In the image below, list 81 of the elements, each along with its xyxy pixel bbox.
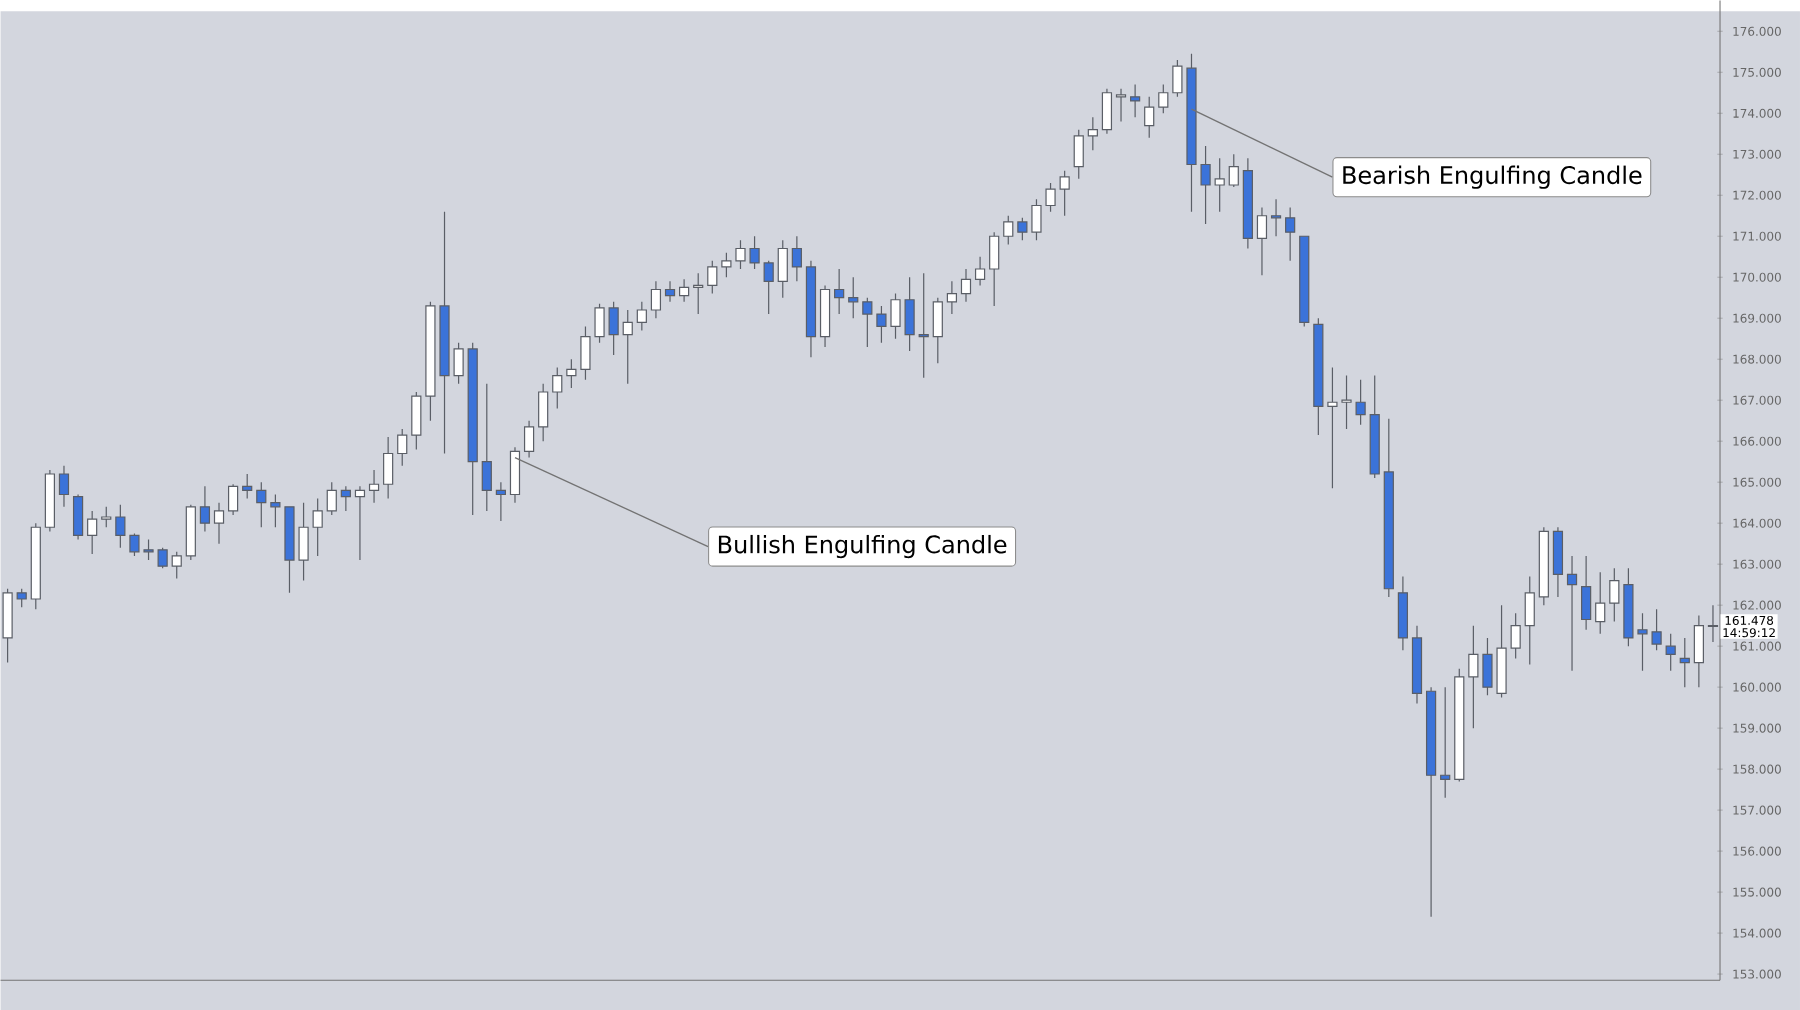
- candlestick: [2, 587, 13, 663]
- candlestick: [467, 341, 478, 516]
- candlestick: [1242, 157, 1253, 249]
- candlestick: [1454, 667, 1465, 782]
- candlestick: [1087, 116, 1098, 151]
- candlestick: [862, 296, 873, 348]
- candlestick: [1228, 153, 1239, 188]
- candlestick: [354, 485, 366, 561]
- candlestick: [1411, 624, 1423, 704]
- candlestick: [1130, 83, 1141, 118]
- candlestick: [1383, 417, 1394, 598]
- candlestick: [974, 255, 986, 286]
- candlestick: [411, 390, 422, 450]
- candlestick: [819, 284, 831, 348]
- candlestick: [312, 497, 323, 557]
- candlestick: [636, 300, 647, 331]
- candlestick: [650, 280, 662, 319]
- candlestick: [1299, 235, 1310, 327]
- candlestick: [1256, 206, 1268, 276]
- candlestick: [679, 278, 690, 302]
- candlestick: [1609, 567, 1620, 622]
- candlestick: [509, 446, 521, 503]
- candlestick: [946, 280, 958, 315]
- candlestick: [1665, 632, 1676, 671]
- candlestick: [538, 382, 549, 442]
- candlestick: [707, 259, 718, 294]
- candlestick: [622, 308, 633, 384]
- annotation: Bearish Engulfing Candle: [1343, 165, 1642, 189]
- candlestick: [213, 501, 225, 544]
- candlestick: [171, 550, 182, 579]
- candlestick: [227, 483, 239, 516]
- candlestick: [495, 481, 506, 522]
- candlestick: [1397, 575, 1409, 651]
- candlestick: [481, 382, 492, 512]
- candlestick: [1003, 214, 1014, 245]
- candlestick: [1425, 686, 1437, 917]
- candlestick: [1144, 95, 1155, 138]
- candlestick: [199, 485, 211, 532]
- candlestick: [340, 485, 351, 512]
- candlestick: [72, 493, 84, 540]
- candlestick: [552, 366, 563, 409]
- candlestick: [763, 259, 774, 315]
- candlestick: [256, 481, 267, 528]
- candlestick: [44, 468, 55, 532]
- candlestick: [791, 235, 802, 282]
- candlestick: [1566, 554, 1578, 671]
- candlestick: [58, 464, 70, 507]
- candlestick: [932, 296, 943, 364]
- candlestick: [777, 239, 788, 298]
- candlestick: [326, 481, 337, 516]
- candlestick: [1552, 526, 1564, 598]
- candlestick: [101, 505, 112, 528]
- candlestick: [1214, 157, 1225, 212]
- candlestick: [960, 267, 972, 302]
- candlestick: [1285, 206, 1296, 261]
- candlestick: [989, 231, 1000, 307]
- candlestick: [1538, 526, 1549, 606]
- candlestick: [1369, 374, 1380, 479]
- candlestick: [87, 509, 98, 555]
- candlestick: [397, 427, 408, 466]
- candlestick: [1313, 317, 1324, 436]
- candlestick: [1073, 128, 1084, 179]
- candlestick: [523, 419, 535, 458]
- candlestick: [1158, 83, 1169, 114]
- candlestick: [185, 503, 196, 561]
- candlestick: [805, 259, 817, 358]
- candlestick: [834, 267, 845, 315]
- candlestick: [1115, 87, 1127, 122]
- candlestick: [1581, 554, 1592, 630]
- candlestick: [1524, 575, 1535, 665]
- candlestick: [242, 472, 253, 499]
- candlestick: [1101, 87, 1113, 134]
- candlestick: [1693, 614, 1704, 688]
- candlestick: [16, 587, 27, 608]
- candlestick: [1595, 571, 1606, 634]
- candlestick: [30, 522, 41, 610]
- candlestick: [383, 436, 394, 499]
- candlestick: [664, 280, 676, 302]
- candlestick: [1270, 198, 1282, 237]
- candlestick: [368, 468, 380, 503]
- annotation: Bullish Engulfing Candle: [718, 534, 1007, 558]
